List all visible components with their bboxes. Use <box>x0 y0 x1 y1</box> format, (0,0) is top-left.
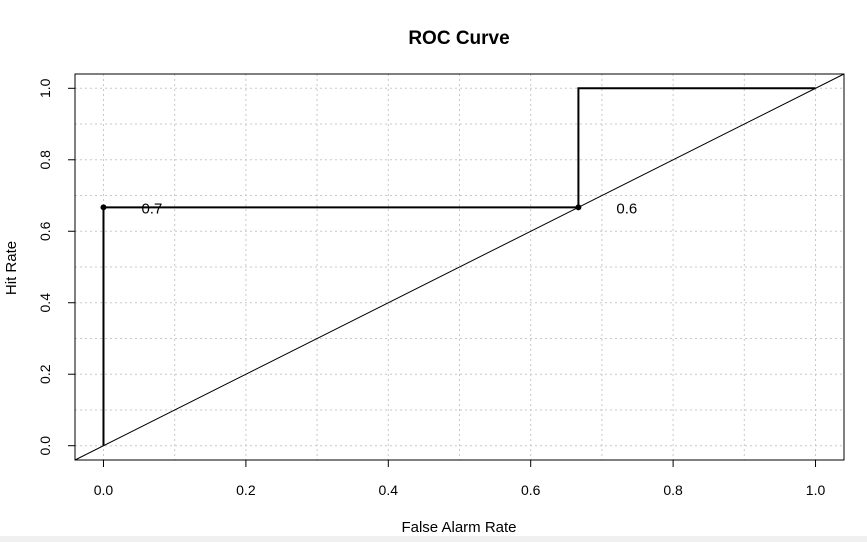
bottom-strip <box>0 536 867 542</box>
y-tick-label: 1.0 <box>37 78 53 98</box>
threshold-point <box>100 204 107 211</box>
x-tick-label: 0.2 <box>236 482 256 498</box>
reference-line-layer <box>74 73 845 461</box>
plot-area-border <box>74 73 845 461</box>
threshold-points: 0.7 0.6 <box>100 200 637 217</box>
y-tick-label: 0.0 <box>37 436 53 456</box>
chart-title: ROC Curve <box>408 28 509 49</box>
axis-ticks: 0.0 0.2 0.4 0.6 0.8 1.0 0.0 0.2 0.4 0.6 0.8 1.0 <box>37 78 825 498</box>
x-axis-label: False Alarm Rate <box>401 519 516 536</box>
x-tick-label: 0.6 <box>521 482 541 498</box>
y-tick-label: 0.6 <box>37 221 53 241</box>
x-tick-label: 0.8 <box>663 482 683 498</box>
y-axis-label: Hit Rate <box>3 241 20 295</box>
y-tick-label: 0.4 <box>37 293 53 313</box>
x-tick-label: 0.4 <box>379 482 399 498</box>
x-tick-label: 1.0 <box>806 482 826 498</box>
diagonal-reference-line <box>74 73 845 461</box>
y-tick-label: 0.2 <box>37 364 53 384</box>
threshold-label: 0.6 <box>616 200 637 217</box>
threshold-point <box>575 204 582 211</box>
threshold-label: 0.7 <box>141 200 162 217</box>
x-tick-label: 0.0 <box>94 482 114 498</box>
y-tick-label: 0.8 <box>37 150 53 170</box>
grid <box>75 74 844 460</box>
